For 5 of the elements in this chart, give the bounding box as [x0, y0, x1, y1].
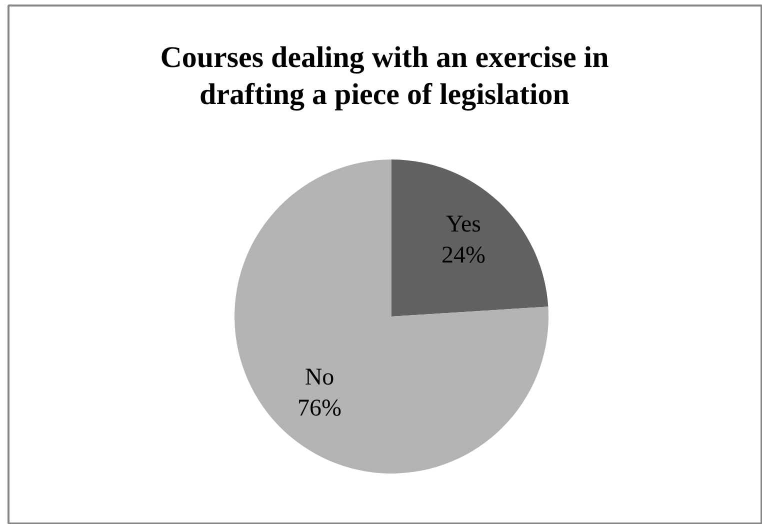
slice-label: Yes	[446, 211, 481, 238]
chart-title: Courses dealing with an exercise in drafting a piece of legislation	[160, 41, 610, 111]
slice-label: No	[304, 364, 334, 391]
data-label: 24%	[442, 242, 486, 268]
data-label: 76%	[297, 396, 342, 422]
